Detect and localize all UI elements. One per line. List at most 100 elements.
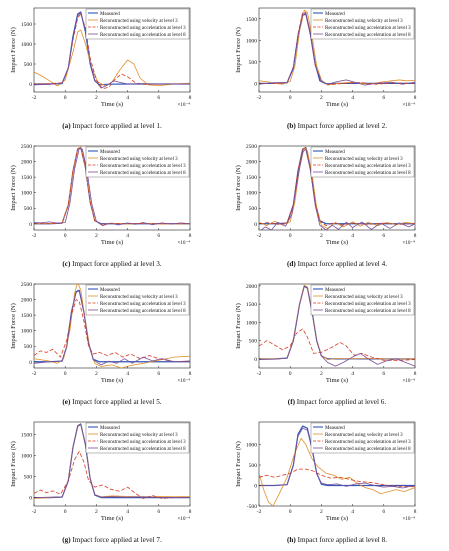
legend-entry: Measured bbox=[100, 150, 120, 155]
legend-box bbox=[85, 422, 190, 454]
x-tick-label: -2 bbox=[32, 233, 37, 239]
x-tick-label: 0 bbox=[289, 509, 292, 515]
panel-caption-text: Impact force applied at level 3. bbox=[70, 260, 162, 268]
legend-box bbox=[310, 8, 415, 40]
series-line-3 bbox=[259, 286, 415, 367]
y-tick-label: 1500 bbox=[21, 22, 32, 28]
panel-caption-text: Impact force applied at level 7. bbox=[70, 536, 162, 544]
chart-panel-5: -2 0 2 4 6 8 0 500 1000 1500 2000 Time (s) ×10⁻⁴ Impa… bbox=[225, 276, 449, 413]
y-axis-label: Impact Force (N) bbox=[235, 303, 242, 349]
panel-caption-label: (h) bbox=[287, 536, 296, 544]
legend-entry: Reconstructed using acceleration at leve… bbox=[325, 302, 411, 307]
x-tick-label: -2 bbox=[257, 95, 262, 101]
x-tick-label: 6 bbox=[382, 95, 385, 101]
x-tick-label: 8 bbox=[414, 233, 417, 239]
y-tick-label: 1000 bbox=[246, 38, 257, 44]
x-scale-label: ×10⁻⁴ bbox=[177, 102, 190, 108]
chart-panel-7: -2 0 2 4 6 8 -500 0 500 1000 Time (s) ×10⁻⁴ Impact F… bbox=[225, 414, 449, 551]
y-tick-label: 0 bbox=[254, 484, 257, 490]
legend-entry: Reconstructed using acceleration at leve… bbox=[325, 440, 411, 445]
y-tick-label: 2000 bbox=[246, 160, 257, 166]
y-tick-label: 2500 bbox=[21, 282, 32, 288]
legend-entry: Reconstructed using acceleration at leve… bbox=[325, 33, 411, 38]
chart-panel-6: -2 0 2 4 6 8 0 500 1000 1500 Time (s) ×10⁻⁴ Impact F… bbox=[0, 414, 224, 551]
panel-caption-label: (e) bbox=[62, 398, 71, 406]
x-tick-label: 4 bbox=[351, 509, 354, 515]
x-tick-label: 2 bbox=[320, 233, 323, 239]
series-line-3 bbox=[34, 12, 190, 89]
x-tick-label: 2 bbox=[320, 509, 323, 515]
x-tick-label: 0 bbox=[289, 233, 292, 239]
legend-entry: Reconstructed using acceleration at leve… bbox=[325, 26, 411, 31]
x-axis-label: Time (s) bbox=[326, 101, 348, 108]
y-tick-label: 500 bbox=[24, 475, 33, 481]
x-tick-label: 8 bbox=[189, 95, 192, 101]
x-axis-label: Time (s) bbox=[101, 101, 123, 108]
x-tick-label: 8 bbox=[189, 509, 192, 515]
series-line-1 bbox=[34, 284, 190, 368]
y-tick-label: 1500 bbox=[21, 433, 32, 439]
legend-entry: Measured bbox=[100, 288, 120, 293]
y-tick-label: 2000 bbox=[246, 284, 257, 290]
y-axis-label: Impact Force (N) bbox=[10, 441, 17, 487]
x-tick-label: 8 bbox=[189, 371, 192, 377]
chart-panel-3: -2 0 2 4 6 8 0 500 1000 1500 2000 2500 Time (s) ×10⁻⁴… bbox=[225, 138, 449, 275]
x-axis-label: Time (s) bbox=[101, 377, 123, 384]
panel-caption: (c) Impact force applied at level 3. bbox=[0, 260, 224, 268]
series-line-3 bbox=[259, 14, 415, 86]
y-tick-label: 1000 bbox=[246, 320, 257, 326]
y-tick-label: 1500 bbox=[246, 17, 257, 23]
legend-entry: Measured bbox=[325, 12, 345, 17]
y-tick-label: 1000 bbox=[21, 454, 32, 460]
x-tick-label: -2 bbox=[257, 371, 262, 377]
panel-caption: (h) Impact force applied at level 8. bbox=[225, 536, 449, 544]
panel-caption-text: Impact force applied at level 8. bbox=[295, 536, 387, 544]
y-axis-label: Impact Force (N) bbox=[235, 441, 242, 487]
legend-box bbox=[85, 8, 190, 40]
series-line-2 bbox=[34, 451, 190, 499]
x-axis-label: Time (s) bbox=[326, 515, 348, 522]
legend-entry: Reconstructed using acceleration at leve… bbox=[100, 33, 186, 38]
x-tick-label: -2 bbox=[32, 95, 37, 101]
chart-panel-4: -2 0 2 4 6 8 0 500 1000 1500 2000 2500 Time (s) ×10⁻⁴… bbox=[0, 276, 224, 413]
y-tick-label: 500 bbox=[249, 60, 258, 66]
chart-panel-2: -2 0 2 4 6 8 0 500 1000 1500 2000 2500 Time (s) ×10⁻⁴… bbox=[0, 138, 224, 275]
y-tick-label: 0 bbox=[254, 81, 257, 87]
x-tick-label: 4 bbox=[351, 233, 354, 239]
x-tick-label: 6 bbox=[382, 233, 385, 239]
series-line-1 bbox=[259, 437, 415, 506]
legend-entry: Reconstructed using velocity at level 3 bbox=[100, 19, 178, 24]
legend-entry: Reconstructed using velocity at level 3 bbox=[100, 433, 178, 438]
x-scale-label: ×10⁻⁴ bbox=[402, 378, 415, 384]
x-tick-label: 4 bbox=[126, 95, 129, 101]
x-axis-label: Time (s) bbox=[326, 239, 348, 246]
y-tick-label: 0 bbox=[254, 222, 257, 228]
x-axis-label: Time (s) bbox=[101, 239, 123, 246]
y-tick-label: 0 bbox=[254, 357, 257, 363]
x-tick-label: 8 bbox=[414, 371, 417, 377]
y-tick-label: 1000 bbox=[246, 443, 257, 449]
x-tick-label: 6 bbox=[157, 509, 160, 515]
y-tick-label: 0 bbox=[29, 360, 32, 366]
chart-panel-1: -2 0 2 4 6 8 0 500 1000 1500 Time (s) ×10⁻⁴ Impact F… bbox=[225, 0, 449, 137]
y-tick-label: 1500 bbox=[21, 313, 32, 319]
x-axis-label: Time (s) bbox=[101, 515, 123, 522]
x-tick-label: 8 bbox=[189, 233, 192, 239]
chart-svg: -2 0 2 4 6 8 0 500 1000 1500 Time (s) ×10⁻⁴ Impact F… bbox=[10, 7, 192, 108]
series-line-1 bbox=[259, 9, 415, 86]
x-tick-label: 0 bbox=[64, 509, 67, 515]
x-scale-label: ×10⁻⁴ bbox=[177, 240, 190, 246]
x-tick-label: 8 bbox=[414, 95, 417, 101]
x-tick-label: 4 bbox=[126, 509, 129, 515]
legend-entry: Reconstructed using acceleration at leve… bbox=[325, 447, 411, 452]
x-tick-label: 0 bbox=[289, 371, 292, 377]
x-tick-label: 4 bbox=[126, 233, 129, 239]
x-tick-label: 4 bbox=[126, 371, 129, 377]
x-scale-label: ×10⁻⁴ bbox=[402, 240, 415, 246]
legend-entry: Measured bbox=[325, 288, 345, 293]
y-tick-label: 0 bbox=[29, 82, 32, 88]
legend-entry: Reconstructed using velocity at level 3 bbox=[325, 295, 403, 300]
x-scale-label: ×10⁻⁴ bbox=[177, 378, 190, 384]
chart-svg: -2 0 2 4 6 8 0 500 1000 1500 2000 Time (s) ×10⁻⁴ Impa… bbox=[235, 283, 417, 384]
